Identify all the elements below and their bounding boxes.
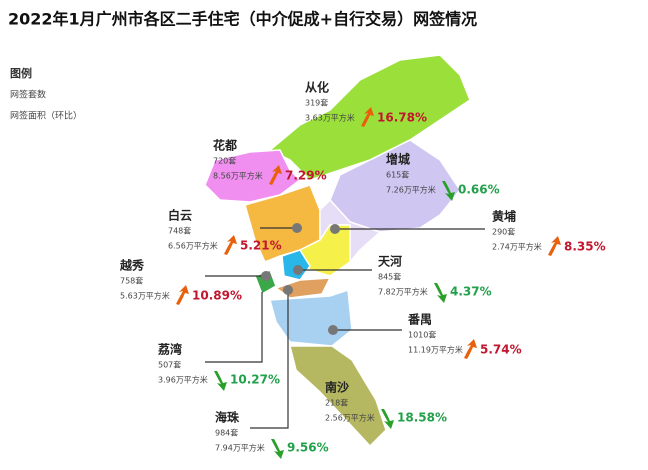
district-area: 3.63万平方米 <box>305 113 355 123</box>
district-change: 9.56% <box>287 441 329 455</box>
trend-arrow <box>464 339 477 359</box>
connector <box>205 292 263 363</box>
district-change: 5.74% <box>480 343 522 357</box>
district-change: 7.29% <box>285 169 327 183</box>
district-area: 11.19万平方米 <box>408 345 463 355</box>
trend-arrow <box>381 409 394 429</box>
district-units: 615套 <box>386 170 409 180</box>
district-area: 2.74万平方米 <box>492 242 542 252</box>
dot <box>283 285 293 295</box>
district-area: 6.56万平方米 <box>168 241 218 251</box>
district-name: 越秀 <box>119 258 145 273</box>
district-change: 4.37% <box>450 285 492 299</box>
district-name: 白云 <box>168 208 192 223</box>
region-tianhe <box>298 224 351 277</box>
legend-item: 网签套数 <box>10 89 46 101</box>
district-name: 番禺 <box>407 312 432 327</box>
trend-arrow <box>442 181 455 201</box>
connectors <box>205 223 485 429</box>
district-units: 507套 <box>158 360 181 370</box>
region-yuexiu <box>281 249 311 281</box>
trend-arrow <box>361 107 374 127</box>
district-area: 7.94万平方米 <box>215 443 265 453</box>
district-change: 0.66% <box>458 183 500 197</box>
district-units: 218套 <box>325 398 348 408</box>
district-change: 10.27% <box>230 373 280 387</box>
district-units: 845套 <box>378 272 401 282</box>
district-change: 8.35% <box>564 240 606 254</box>
region-conghua <box>268 54 471 181</box>
district-name: 增城 <box>386 152 410 167</box>
district-units: 319套 <box>305 98 328 108</box>
dot <box>292 223 302 233</box>
legend-item: 网签面积（环比） <box>10 110 82 122</box>
district-change: 16.78% <box>377 111 427 125</box>
trend-arrow <box>224 235 237 255</box>
connector <box>250 290 289 429</box>
region-huadu <box>204 149 302 203</box>
trend-arrow <box>214 371 227 391</box>
legend-title: 图例 <box>10 66 32 80</box>
trend-arrow <box>434 283 447 303</box>
district-units: 758套 <box>120 276 143 286</box>
trend-arrow <box>269 165 282 185</box>
district-change: 5.21% <box>240 239 282 253</box>
dot <box>328 325 338 335</box>
district-name: 花都 <box>213 138 237 153</box>
dot <box>261 271 271 281</box>
region-nansha <box>289 345 387 448</box>
district-area: 2.56万平方米 <box>325 413 375 423</box>
district-area: 7.82万平方米 <box>378 287 428 297</box>
district-change: 10.89% <box>192 289 242 303</box>
district-area: 7.26万平方米 <box>386 185 436 195</box>
district-area: 5.63万平方米 <box>120 291 170 301</box>
district-name: 荔湾 <box>157 342 182 357</box>
district-change: 18.58% <box>397 411 447 425</box>
district-name: 南沙 <box>325 380 349 395</box>
district-area: 8.56万平方米 <box>213 171 263 181</box>
trend-arrow <box>176 285 189 305</box>
title: 2022年1月广州市各区二手住宅（中介促成+自行交易）网签情况 <box>8 10 477 29</box>
district-units: 984套 <box>215 428 238 438</box>
district-units: 748套 <box>168 226 191 236</box>
district-name: 从化 <box>305 80 329 95</box>
dot <box>293 265 303 275</box>
district-area: 3.96万平方米 <box>158 375 208 385</box>
district-units: 1010套 <box>408 330 436 340</box>
dot <box>330 224 340 234</box>
trend-arrow <box>548 236 561 256</box>
district-units: 290套 <box>492 227 515 237</box>
trend-arrow <box>271 439 284 459</box>
district-units: 720套 <box>213 156 236 166</box>
district-name: 天河 <box>378 254 402 269</box>
district-name: 黄埔 <box>492 209 516 224</box>
district-name: 海珠 <box>215 410 240 425</box>
